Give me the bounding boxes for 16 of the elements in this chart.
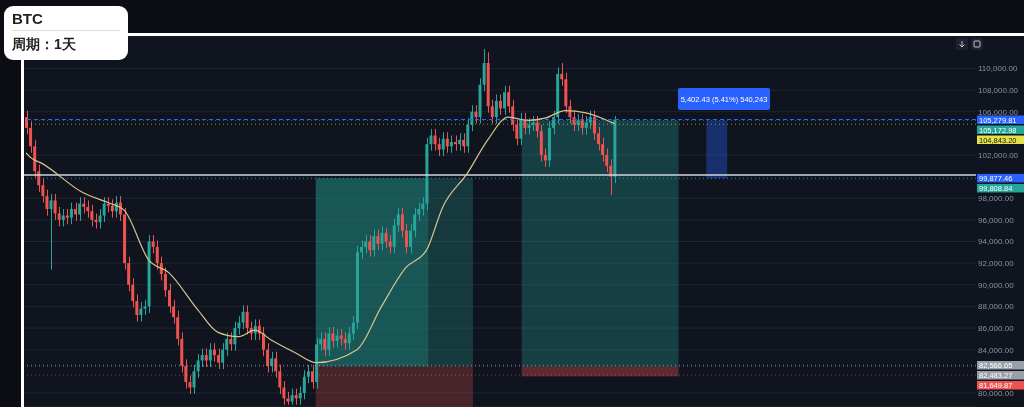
y-tick-label: 102,000.00: [978, 150, 1019, 160]
y-tick-label: 96,000.00: [978, 215, 1015, 225]
y-tick-label: 88,000.00: [978, 302, 1015, 312]
chart-subtitle: 周期：1天: [12, 35, 77, 54]
y-tick-label: 108,000.00: [978, 85, 1019, 95]
y-tick-label: 86,000.00: [978, 323, 1015, 333]
y-tick-label: 98,000.00: [978, 194, 1015, 204]
y-tick-label: 80,000.00: [978, 388, 1015, 398]
y-tick-label: 106,000.00: [978, 107, 1019, 117]
y-tick-label: 110,000.00: [978, 64, 1018, 74]
chart-title: BTC: [12, 10, 120, 31]
title-card: BTC 周期：1天: [4, 6, 128, 60]
y-tick-label: 94,000.00: [978, 237, 1015, 247]
y-tick-label: 92,000.00: [978, 258, 1015, 268]
y-tick-label: 84,000.00: [978, 345, 1015, 355]
y-tick-label: 90,000.00: [978, 280, 1015, 290]
